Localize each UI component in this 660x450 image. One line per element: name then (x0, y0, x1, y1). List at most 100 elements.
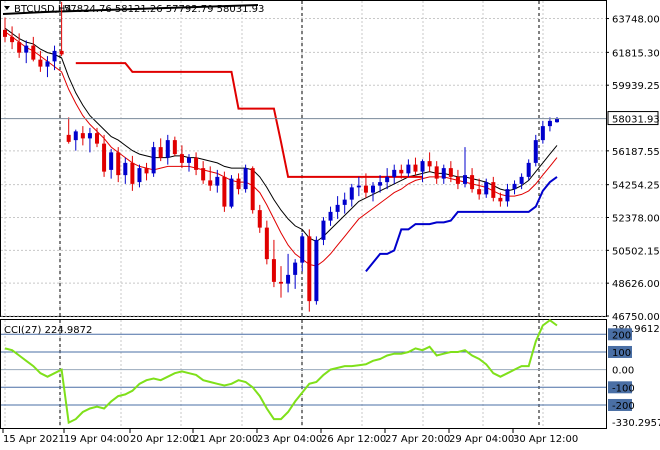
candle-body (363, 185, 368, 193)
candle-body (73, 131, 78, 141)
candle-body (179, 154, 184, 163)
price-panel[interactable] (0, 0, 607, 317)
cci-title: CCI(27) 224.9872 (4, 325, 92, 336)
candle-body (300, 236, 305, 263)
candles (3, 1, 559, 312)
candle-body (187, 157, 191, 163)
candle-body (328, 211, 333, 221)
candle-body (144, 168, 149, 174)
candle-body (10, 36, 15, 43)
candle-body (399, 169, 404, 174)
candle-body (335, 204, 340, 212)
price-axis: 63748.00 61815.30 59939.25 58031.93 56187.55… (1, 15, 660, 323)
candle-body (314, 239, 319, 302)
candle-body (512, 183, 517, 190)
cci-level-label: 100 (612, 348, 631, 359)
candle-body (102, 143, 107, 172)
symbol-title: BTCUSD,H4 (14, 4, 72, 15)
cci-axis: 280.9612 -330.2957 200 100 0.00 -100 -200 (608, 324, 660, 429)
price-tick-label: 63748.00 (612, 15, 660, 26)
candle-body (17, 42, 22, 53)
cci-levels (1, 333, 606, 406)
candle-body (434, 166, 439, 179)
session-markers (59, 1, 540, 428)
candle-body (31, 45, 36, 60)
candle-body (420, 161, 425, 172)
trend-line (44, 4, 259, 13)
candle-body (321, 220, 326, 240)
candle-body (264, 227, 269, 260)
candle-body (95, 133, 99, 144)
candle-body (555, 118, 559, 123)
candle-body (130, 162, 135, 184)
time-tick-label: 30 Apr 12:00 (513, 434, 578, 445)
cci-level-label: -100 (612, 383, 635, 394)
candle-body (38, 59, 43, 67)
candle-body (151, 147, 156, 174)
candle-body (463, 175, 467, 184)
ohlc-readout: 57824.76 58121.26 57792.79 58031.93 (64, 4, 264, 15)
candle-body (109, 152, 114, 170)
candle-body (547, 120, 552, 127)
time-tick-label: 27 Apr 20:00 (385, 434, 450, 445)
price-tick-label: 56187.55 (612, 147, 660, 158)
cci-level-label: 200 (612, 330, 631, 341)
cci-level-box (608, 345, 632, 358)
candle-body (441, 168, 446, 179)
time-tick-label: 15 Apr 2021 (3, 434, 65, 445)
trend-line (2, 11, 46, 15)
cci-max-label: 280.9612 (612, 324, 660, 335)
candle-body (222, 176, 227, 207)
time-tick-label: 23 Apr 04:00 (257, 434, 322, 445)
price-tick-label: 59939.25 (612, 81, 660, 92)
candle-body (484, 182, 489, 195)
cci-level-box (608, 398, 632, 411)
candle-body (45, 61, 50, 67)
cci-level-box (608, 328, 632, 341)
candle-body (137, 168, 142, 183)
candle-body (208, 180, 213, 186)
price-tick-label: 61815.30 (612, 48, 660, 59)
candle-body (250, 168, 255, 211)
time-tick-label: 20 Apr 12:00 (130, 434, 195, 445)
candle-body (24, 45, 29, 53)
candle-body (229, 178, 234, 207)
time-tick-label: 21 Apr 20:00 (193, 434, 258, 445)
candle-body (293, 262, 298, 275)
time-tick-label: 29 Apr 04:00 (449, 434, 514, 445)
candle-body (279, 281, 283, 284)
cci-line (4, 318, 558, 425)
candle-body (87, 133, 92, 139)
symbol-arrow-icon (4, 6, 10, 10)
stop_blue-line (365, 176, 558, 273)
candle-body (243, 168, 248, 190)
candle-body (215, 176, 220, 186)
price-tick-label: 46750.00 (612, 312, 660, 323)
price-tick-label: 48626.00 (612, 279, 660, 290)
candle-body (406, 164, 411, 174)
candle-body (201, 168, 206, 181)
candle-body (66, 134, 71, 142)
candle-body (505, 189, 510, 202)
candle-body (533, 140, 538, 163)
candle-body (491, 182, 496, 198)
candle-body (123, 162, 128, 176)
current-price-box (607, 111, 659, 126)
candle-body (448, 168, 453, 177)
price-tick-label: 50502.15 (612, 246, 660, 257)
candle-body (3, 29, 7, 37)
candle-body (158, 147, 163, 158)
time-tick-label: 26 Apr 12:00 (321, 434, 386, 445)
candle-body (349, 187, 354, 200)
price-tick-label: 52378.00 (612, 214, 660, 225)
cci-level-label: 0.00 (612, 366, 634, 377)
cci-min-label: -330.2957 (612, 418, 660, 429)
candle-body (236, 178, 241, 190)
candle-body (477, 189, 482, 195)
candle-body (385, 176, 390, 183)
candle-body (342, 199, 347, 205)
candle-body (116, 152, 121, 176)
price-tick-label: 58031.93 (612, 115, 660, 126)
candle-body (52, 50, 57, 62)
